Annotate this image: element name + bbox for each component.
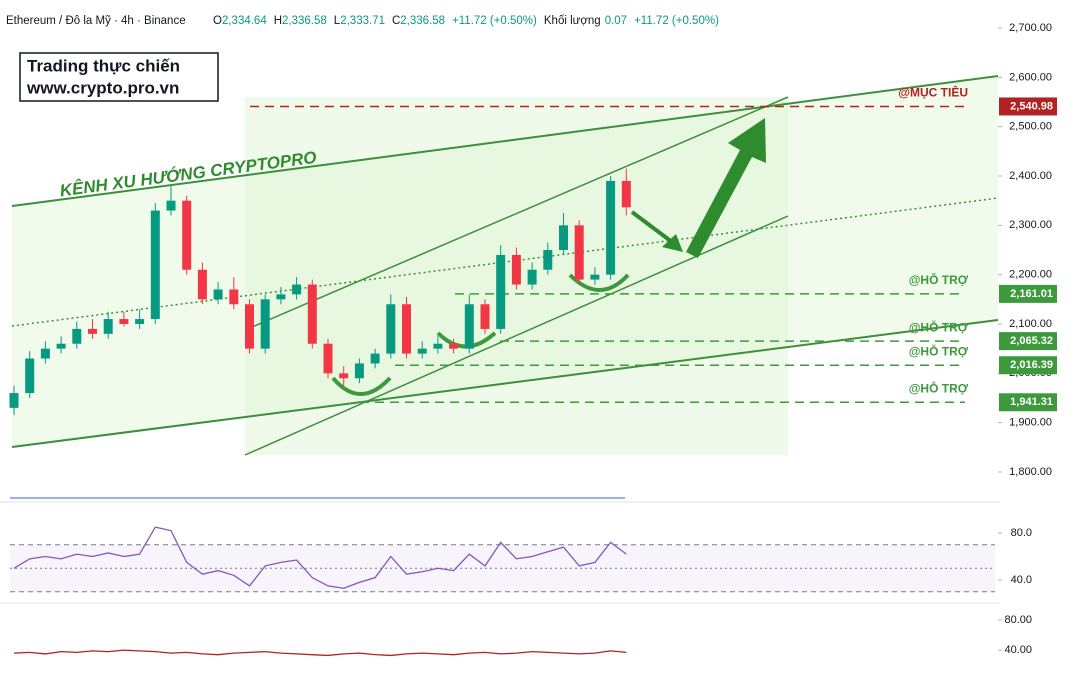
header-value: +11.72 (+0.50%) xyxy=(634,15,719,27)
logo-box xyxy=(19,52,219,102)
level-text: @MỤC TIÊU xyxy=(898,85,968,100)
header-label: H xyxy=(274,15,282,27)
candle-body xyxy=(135,319,145,324)
y-tick-label: 40.00 xyxy=(1004,644,1032,656)
candle-body xyxy=(103,319,113,334)
candle-body xyxy=(574,225,584,280)
y-tick-label: 2,200.00 xyxy=(1009,269,1052,281)
y-tick-label: 1,900.00 xyxy=(1009,417,1052,429)
y-tick-label: 80.00 xyxy=(1004,614,1032,626)
price-label: 2,065.32 xyxy=(1010,335,1053,347)
candle-body xyxy=(323,343,333,374)
candle-body xyxy=(213,289,223,300)
candle-body xyxy=(119,319,129,324)
candle-body xyxy=(354,363,364,379)
y-tick-label: 2,500.00 xyxy=(1009,121,1052,133)
y-tick-label: 1,800.00 xyxy=(1009,466,1052,478)
y-tick-label: 2,700.00 xyxy=(1009,22,1052,34)
candle-body xyxy=(511,254,521,285)
candle-body xyxy=(72,328,82,344)
candle-body xyxy=(559,225,568,250)
header-value: 2,334.64 xyxy=(222,15,267,27)
candle-body xyxy=(464,304,474,349)
y-tick-label: 2,600.00 xyxy=(1009,71,1052,83)
level-text: @HỖ TRỢ xyxy=(909,319,969,334)
price-label: 2,540.98 xyxy=(1010,100,1053,112)
channel-top xyxy=(11,75,999,207)
price-box xyxy=(999,393,1057,412)
candle-body xyxy=(307,284,317,344)
candle-body xyxy=(292,284,302,295)
candle-body xyxy=(9,393,19,408)
header-value: 2,336.58 xyxy=(400,15,445,27)
price-label: 1,941.31 xyxy=(1010,396,1053,408)
arrow-head xyxy=(662,234,683,252)
candle-body xyxy=(621,180,631,208)
inner-top xyxy=(244,96,789,331)
pattern-arc xyxy=(331,376,392,396)
candle-body xyxy=(370,353,380,364)
candle-body xyxy=(40,348,50,359)
candle-body xyxy=(339,373,349,379)
price-label: 2,016.39 xyxy=(1010,359,1053,371)
header-label: C xyxy=(392,15,400,27)
price-box xyxy=(999,332,1057,351)
candle-body xyxy=(480,304,490,329)
symbol: Ethereum / Đô la Mỹ · 4h · Binance xyxy=(6,15,186,27)
y-tick-label: 2,400.00 xyxy=(1009,170,1052,182)
y-tick-label: 80.0 xyxy=(1011,527,1032,539)
channel-mid xyxy=(11,197,999,327)
candle-body xyxy=(449,343,459,349)
pattern-arc xyxy=(568,273,630,292)
candle-body xyxy=(25,358,35,394)
candle-body xyxy=(150,210,160,320)
price-box xyxy=(999,356,1057,375)
candle-body xyxy=(276,294,286,300)
header-label: O xyxy=(213,15,222,27)
y-tick-label: 40.0 xyxy=(1011,574,1032,586)
price-box xyxy=(999,284,1057,303)
candle-body xyxy=(402,304,411,354)
level-text: @HỖ TRỢ xyxy=(909,272,969,287)
candle-body xyxy=(88,328,97,334)
candle-body xyxy=(543,250,553,270)
candle-body xyxy=(56,343,66,349)
candle-body xyxy=(433,343,443,349)
candle-body xyxy=(527,269,537,285)
header-label: L xyxy=(334,15,341,27)
candle-body xyxy=(496,254,506,329)
indicator-line xyxy=(13,649,627,657)
candle-body xyxy=(245,304,254,349)
candle-body xyxy=(417,348,427,354)
arrow xyxy=(630,210,674,244)
candle-body xyxy=(166,200,176,211)
candle-body xyxy=(182,200,192,270)
header-value: 2,336.58 xyxy=(282,15,327,27)
candle-body xyxy=(386,304,396,354)
y-tick-label: 2,300.00 xyxy=(1009,219,1052,231)
logo-line: Trading thực chiến xyxy=(27,56,180,75)
candle-body xyxy=(590,274,600,280)
candle-body xyxy=(229,289,239,305)
indicator-line xyxy=(13,526,627,589)
header-label: Khối lượng xyxy=(544,15,601,27)
candle-body xyxy=(197,269,207,300)
level-text: @HỖ TRỢ xyxy=(909,380,969,395)
candle-body xyxy=(260,299,270,349)
price-label: 2,161.01 xyxy=(1010,288,1053,300)
price-box xyxy=(999,97,1057,116)
level-text: @HỖ TRỢ xyxy=(909,343,969,358)
candle-body xyxy=(606,180,616,275)
y-tick-label: 2,100.00 xyxy=(1009,318,1052,330)
header-value: +11.72 (+0.50%) xyxy=(452,15,537,27)
arrow-big xyxy=(686,118,766,258)
logo-line: www.crypto.pro.vn xyxy=(26,78,179,97)
band-fill xyxy=(10,544,995,592)
header-value: 2,333.71 xyxy=(340,15,385,27)
header-value: 0.07 xyxy=(605,15,627,27)
